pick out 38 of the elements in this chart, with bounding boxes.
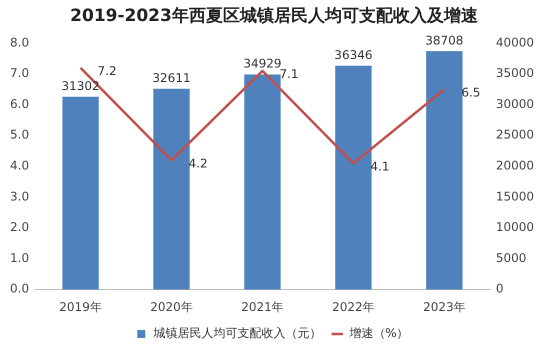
x-tick-label: 2020年: [150, 300, 193, 314]
x-tick-label: 2022年: [332, 300, 375, 314]
y2-tick-label: 20000: [496, 158, 534, 173]
y-tick-label: 3.0: [10, 189, 30, 204]
y2-tick-label: 40000: [496, 35, 534, 50]
data-label: 31302: [61, 78, 100, 93]
x-tick-label: 2021年: [241, 300, 284, 314]
bar: [62, 96, 99, 290]
y-tick-label: 2.0: [10, 220, 30, 234]
chart-title: 2019-2023年西夏区城镇居民人均可支配收入及增速: [69, 5, 479, 28]
data-label: 38708: [425, 33, 464, 48]
y-tick-label: 8.0: [10, 35, 30, 50]
y2-tick-label: 5000: [496, 250, 526, 265]
data-label: 34929: [243, 56, 282, 71]
y-tick-label: 0.0: [10, 282, 30, 296]
bar: [426, 51, 463, 290]
data-label: 36346: [334, 48, 372, 62]
bar: [244, 74, 281, 290]
y2-tick-label: 15000: [496, 189, 534, 204]
y-tick-label: 4.0: [10, 158, 30, 173]
y2-tick-label: 35000: [496, 66, 534, 80]
legend-label: 城镇居民人均可支配收入（元）: [152, 326, 322, 340]
data-label: 7.2: [98, 64, 117, 78]
y-tick-label: 5.0: [10, 128, 30, 142]
y-tick-label: 7.0: [10, 66, 30, 80]
y2-tick-label: 25000: [496, 128, 534, 142]
y2-tick-label: 10000: [496, 220, 534, 234]
y-tick-label: 6.0: [10, 96, 30, 111]
y2-tick-label: 0: [496, 282, 504, 296]
x-tick-label: 2023年: [423, 300, 466, 314]
data-label: 32611: [152, 70, 191, 85]
y2-tick-label: 30000: [496, 96, 534, 111]
bar: [335, 66, 372, 290]
y-tick-label: 1.0: [10, 250, 30, 265]
bar: [153, 88, 190, 290]
x-tick-label: 2019年: [59, 300, 102, 314]
data-label: 7.1: [279, 67, 299, 82]
legend-label: 增速（%）: [348, 326, 409, 340]
